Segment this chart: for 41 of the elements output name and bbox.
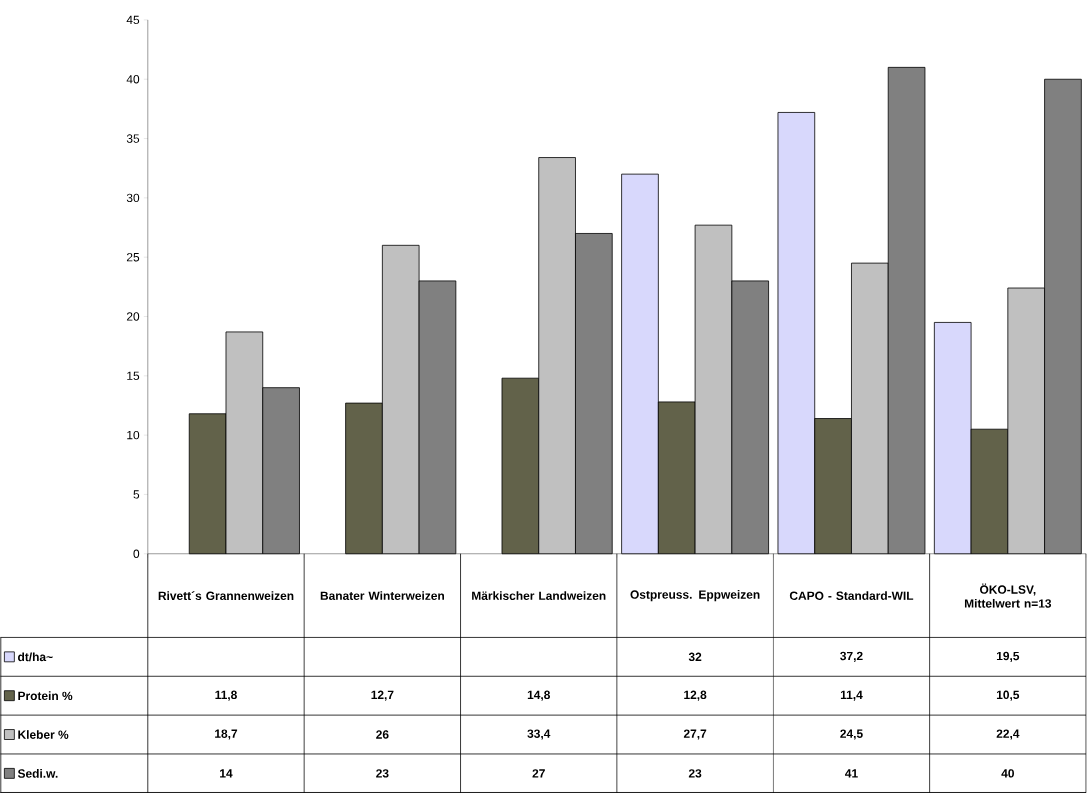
data-label: 27,7 [683, 729, 707, 740]
data-label: 14,8 [527, 690, 550, 701]
legend-label: Kleber % [18, 730, 69, 739]
y-tick-label: 35 [126, 134, 140, 143]
data-label: 14 [220, 769, 233, 778]
data-label: 12,8 [684, 690, 707, 701]
data-label: 32 [688, 652, 702, 661]
x-tick-label: ÖKO-LSV, Mittelwert n=13 [964, 583, 1052, 608]
y-tick-label: 10 [127, 430, 140, 440]
y-tick-label: 5 [133, 490, 140, 499]
data-label: 11,4 [840, 690, 863, 701]
data-label: 22,4 [996, 729, 1020, 740]
data-label: 33,4 [527, 729, 551, 740]
x-tick-label: Rivett´s Grannenweizen [158, 591, 294, 600]
data-label: 23 [688, 769, 702, 778]
y-tick-label: 0 [133, 549, 140, 558]
y-tick-label: 40 [126, 74, 140, 84]
x-tick-label: CAPO - Standard-WIL [789, 591, 914, 600]
y-tick-label: 30 [126, 193, 140, 202]
data-label: 41 [845, 769, 858, 778]
data-label: 26 [376, 730, 389, 739]
x-tick-label: Märkischer Landweizen [472, 591, 606, 600]
data-label: 10,5 [996, 690, 1020, 701]
y-tick-label: 15 [127, 371, 140, 380]
x-tick-label: Banater Winterweizen [320, 591, 444, 600]
data-label: 23 [376, 769, 389, 778]
y-tick-label: 20 [126, 312, 140, 321]
data-label: 27 [532, 769, 545, 778]
data-label: 12,7 [371, 690, 394, 701]
data-label: 18,7 [215, 729, 238, 740]
y-tick-label: 25 [126, 252, 140, 262]
legend-label: dt/ha~ [18, 652, 53, 662]
legend-label: Protein % [18, 691, 73, 700]
data-label: 24,5 [840, 729, 863, 740]
data-label: 11,8 [215, 690, 237, 701]
legend-label: Sedi.w. [17, 768, 58, 778]
y-tick-label: 45 [126, 15, 140, 24]
data-label: 19,5 [996, 651, 1020, 662]
x-tick-label: Ostpreuss. Eppweizen [630, 589, 760, 602]
data-label: 37,2 [840, 651, 863, 662]
data-label: 40 [1001, 769, 1014, 778]
